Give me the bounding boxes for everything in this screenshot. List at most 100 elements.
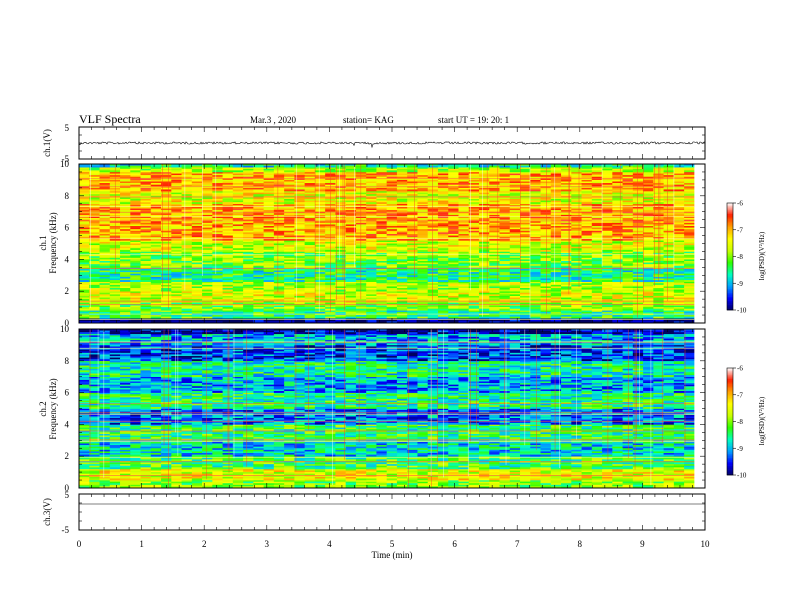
spectrogram-cell bbox=[79, 316, 90, 319]
spectrogram-cell bbox=[243, 294, 254, 297]
spectrogram-cell bbox=[150, 280, 162, 282]
spectrogram-cell bbox=[643, 248, 654, 251]
spectrogram-cell bbox=[550, 208, 562, 211]
spectrogram-cell bbox=[673, 270, 685, 273]
spectrogram-cell bbox=[253, 295, 265, 298]
spectrogram-cell bbox=[130, 262, 141, 265]
spectrogram-cell bbox=[386, 275, 398, 278]
spectrogram-cell bbox=[561, 216, 572, 219]
spectrogram-cell bbox=[202, 264, 213, 267]
spectrogram-cell bbox=[273, 249, 285, 252]
spectrogram-cell bbox=[468, 297, 480, 300]
spectrogram-cell bbox=[273, 315, 285, 317]
spectrogram-cell bbox=[79, 251, 90, 254]
spectrogram-cell bbox=[120, 248, 131, 251]
spectrogram-cell bbox=[243, 248, 254, 251]
spectrogram-cell bbox=[437, 219, 449, 222]
spectrogram-cell bbox=[468, 214, 480, 217]
spectrogram-cell bbox=[407, 265, 418, 268]
spectrogram-cell bbox=[499, 216, 511, 219]
spectrogram-cell bbox=[79, 302, 90, 305]
spectrogram-cell bbox=[663, 248, 675, 251]
spectrogram-cell bbox=[243, 268, 254, 271]
spectrogram-cell bbox=[684, 211, 695, 214]
spectrogram-cell bbox=[550, 297, 562, 300]
spectrogram-cell bbox=[540, 268, 552, 271]
spectrogram-cell bbox=[335, 241, 347, 244]
spectrogram-cell bbox=[130, 206, 141, 209]
spectrogram-cell bbox=[294, 245, 306, 247]
spectrogram-cell bbox=[263, 278, 275, 281]
spectrogram-cell bbox=[253, 292, 265, 295]
spectrogram-cell bbox=[202, 260, 213, 263]
spectrogram-cell bbox=[673, 275, 685, 278]
spectrogram-cell bbox=[99, 276, 111, 279]
spectrogram-cell bbox=[263, 240, 275, 243]
spectrogram-cell bbox=[140, 241, 152, 244]
spectrogram-cell bbox=[355, 265, 367, 268]
spectrogram-cell bbox=[89, 280, 100, 282]
spectrogram-cell bbox=[673, 302, 685, 305]
spectrogram-cell bbox=[130, 321, 141, 324]
spectrogram-cell bbox=[386, 278, 398, 281]
figure-title: VLF Spectra bbox=[79, 112, 141, 126]
spectrogram-cell bbox=[314, 286, 326, 289]
spectrogram-cell bbox=[243, 302, 254, 305]
spectrogram-cell bbox=[417, 246, 429, 249]
spectrogram-cell bbox=[571, 240, 582, 243]
spectrogram-cell bbox=[304, 214, 316, 217]
spectrogram-cell bbox=[458, 319, 470, 322]
spectrogram-cell bbox=[396, 245, 408, 247]
spectrogram-cell bbox=[571, 216, 582, 219]
spectrogram-cell bbox=[489, 260, 500, 263]
spectrogram-cell bbox=[468, 259, 480, 262]
spectrogram-cell bbox=[304, 307, 316, 309]
spectrogram-cell bbox=[509, 300, 521, 303]
spectrogram-cell bbox=[212, 216, 223, 219]
spectrogram-cell bbox=[376, 216, 388, 219]
spectrogram-cell bbox=[663, 243, 675, 246]
spectrogram-cell bbox=[171, 206, 182, 209]
spectrogram-cell bbox=[520, 311, 531, 314]
spectrogram-cell bbox=[612, 284, 623, 287]
spectrogram-cell bbox=[222, 216, 234, 219]
spectrogram-cell bbox=[540, 284, 552, 287]
spectrogram-cell bbox=[355, 260, 367, 263]
spectrogram-cell bbox=[458, 222, 470, 225]
spectrogram-cell bbox=[643, 245, 654, 247]
spectrogram-cell bbox=[345, 302, 357, 305]
spectrogram-cell bbox=[314, 310, 326, 313]
spectrogram-cell bbox=[335, 216, 347, 219]
spectrogram-cell bbox=[684, 302, 695, 305]
spectrogram-cell bbox=[468, 316, 480, 319]
spectrogram-cell bbox=[396, 292, 408, 295]
spectrogram-cell bbox=[376, 218, 388, 220]
spectrogram-cell bbox=[602, 275, 613, 278]
spectrogram-cell bbox=[489, 259, 500, 262]
spectrogram-cell bbox=[273, 278, 285, 281]
spectrogram-cell bbox=[345, 315, 357, 317]
spectrogram-cell bbox=[79, 300, 90, 303]
spectrogram-cell bbox=[550, 248, 562, 251]
spectrogram-cell bbox=[99, 297, 111, 300]
spectrogram-cell bbox=[622, 203, 634, 206]
spectrogram-cell bbox=[499, 260, 511, 263]
spectrogram-cell bbox=[458, 206, 470, 209]
spectrogram-cell bbox=[602, 316, 613, 319]
spectrogram-cell bbox=[489, 291, 500, 294]
spectrogram-cell bbox=[550, 262, 562, 265]
spectrogram-cell bbox=[396, 297, 408, 300]
spectrogram-cell bbox=[561, 294, 572, 297]
spectrogram-cell bbox=[407, 305, 418, 308]
spectrogram-cell bbox=[643, 280, 654, 282]
spectrogram-cell bbox=[437, 283, 449, 286]
spectrogram-cell bbox=[643, 294, 654, 297]
spectrogram-cell bbox=[448, 240, 459, 243]
spectrogram-cell bbox=[643, 203, 654, 206]
spectrogram-cell bbox=[161, 311, 172, 314]
spectrogram-cell bbox=[673, 257, 685, 260]
spectrogram-cell bbox=[653, 294, 664, 297]
spectrogram-cell bbox=[622, 288, 634, 290]
spectrogram-cell bbox=[99, 315, 111, 317]
spectrogram-cell bbox=[120, 295, 131, 298]
